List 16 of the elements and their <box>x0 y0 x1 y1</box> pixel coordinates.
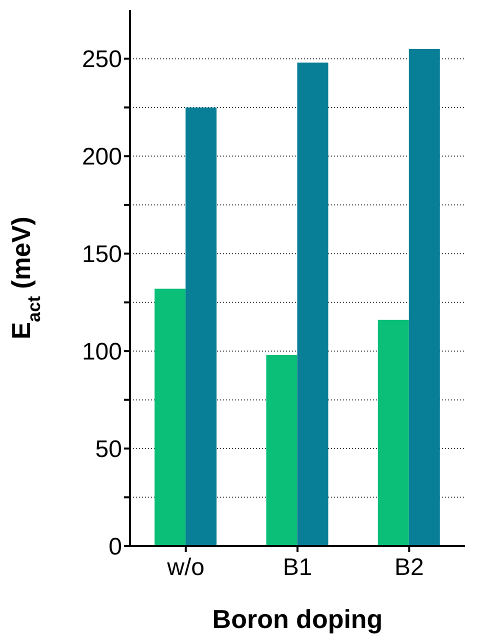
bar <box>266 354 298 546</box>
x-tick-label: B1 <box>282 554 312 582</box>
bar <box>408 48 440 546</box>
x-axis-title: Boron doping <box>212 604 383 634</box>
bar <box>186 107 217 546</box>
bar <box>154 288 186 546</box>
x-tick-label: w/o <box>166 554 205 582</box>
y-tick-label: 100 <box>82 338 122 366</box>
y-tick-label: 0 <box>108 534 122 561</box>
y-tick-label: 250 <box>82 46 122 74</box>
y-tick-label: 200 <box>82 144 122 171</box>
bar <box>297 62 328 546</box>
bar <box>378 320 409 546</box>
y-tick-label: 50 <box>95 436 122 464</box>
x-tick-label: B2 <box>394 554 424 582</box>
y-tick-label: 150 <box>82 241 122 268</box>
